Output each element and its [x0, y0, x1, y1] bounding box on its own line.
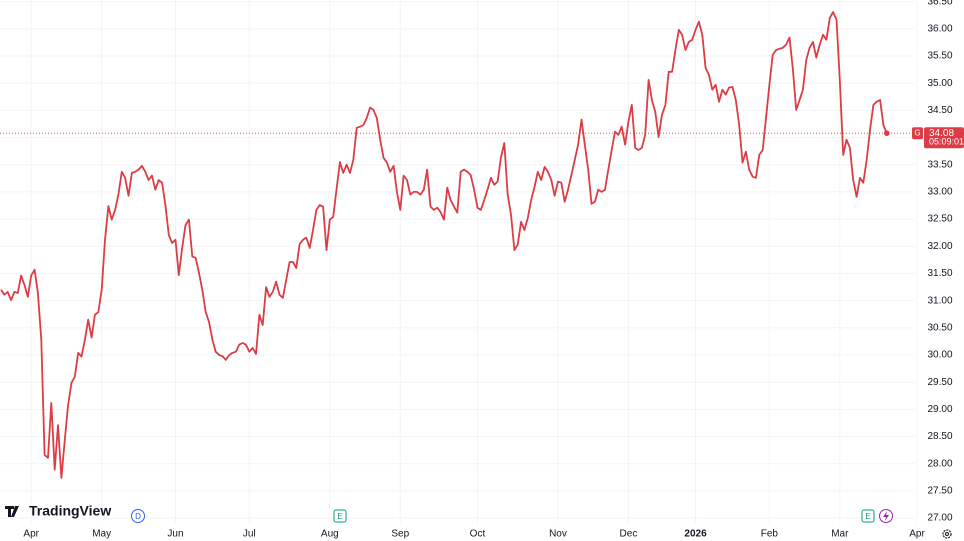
y-tick-label: 27.00: [927, 513, 952, 524]
event-label: D: [135, 512, 141, 521]
gear-icon: [942, 529, 952, 539]
y-tick-label: 34.50: [927, 105, 952, 116]
axes: 36.5036.0035.5035.0034.5034.0033.5033.00…: [23, 0, 953, 540]
event-label: E: [337, 512, 342, 521]
x-tick-label: Aug: [321, 529, 339, 540]
plot: [0, 11, 915, 479]
y-tick-label: 29.00: [927, 404, 952, 415]
y-tick-label: 27.50: [927, 486, 952, 497]
price-line: [0, 11, 888, 479]
price-badge: [924, 127, 964, 149]
event-marker[interactable]: [879, 509, 893, 523]
brand-name: TradingView: [29, 503, 111, 519]
y-tick-label: 32.00: [927, 241, 952, 252]
grid: [0, 0, 918, 523]
last-price-label: 34.08: [929, 128, 954, 139]
settings-button[interactable]: [942, 529, 952, 539]
x-tick-label: Nov: [549, 529, 567, 540]
y-tick-label: 32.50: [927, 214, 952, 225]
event-marker[interactable]: D: [131, 509, 145, 523]
x-tick-label: Jun: [167, 529, 183, 540]
symbol-marker: G: [914, 128, 920, 137]
event-box: [333, 509, 347, 523]
brand-logo[interactable]: TradingView: [5, 503, 111, 519]
y-tick-label: 35.00: [927, 78, 952, 89]
y-tick-label: 30.00: [927, 350, 952, 361]
x-tick-label: Mar: [831, 529, 849, 540]
last-point: [884, 130, 890, 136]
countdown-label: 05:09:01: [929, 137, 964, 147]
y-tick-label: 36.00: [927, 23, 952, 34]
y-tick-label: 36.50: [927, 0, 952, 7]
x-tick-label: May: [92, 529, 111, 540]
y-tick-label: 28.00: [927, 458, 952, 469]
y-tick-label: 29.50: [927, 377, 952, 388]
x-tick-label: Apr: [909, 529, 925, 540]
x-tick-label: Feb: [761, 529, 779, 540]
y-tick-label: 28.50: [927, 431, 952, 442]
event-label: E: [865, 512, 870, 521]
event-marker[interactable]: E: [333, 509, 347, 523]
y-tick-label: 30.50: [927, 322, 952, 333]
event-box: [861, 509, 875, 523]
y-tick-label: 33.50: [927, 159, 952, 170]
y-tick-label: 31.00: [927, 295, 952, 306]
event-marker[interactable]: E: [861, 509, 875, 523]
x-tick-label: Apr: [23, 529, 39, 540]
x-tick-label: Sep: [391, 529, 409, 540]
symbol-badge: [912, 127, 923, 140]
lightning-icon: [883, 511, 889, 521]
gear-center: [945, 532, 949, 536]
x-tick-label: Oct: [470, 529, 486, 540]
y-tick-label: 31.50: [927, 268, 952, 279]
y-tick-label: 35.50: [927, 51, 952, 62]
x-tick-label: Jul: [243, 529, 256, 540]
x-tick-label: Dec: [620, 529, 638, 540]
y-tick-label: 33.00: [927, 187, 952, 198]
event-circle: [131, 509, 145, 523]
logo-icon: [5, 506, 19, 517]
x-tick-label: 2026: [684, 529, 707, 540]
